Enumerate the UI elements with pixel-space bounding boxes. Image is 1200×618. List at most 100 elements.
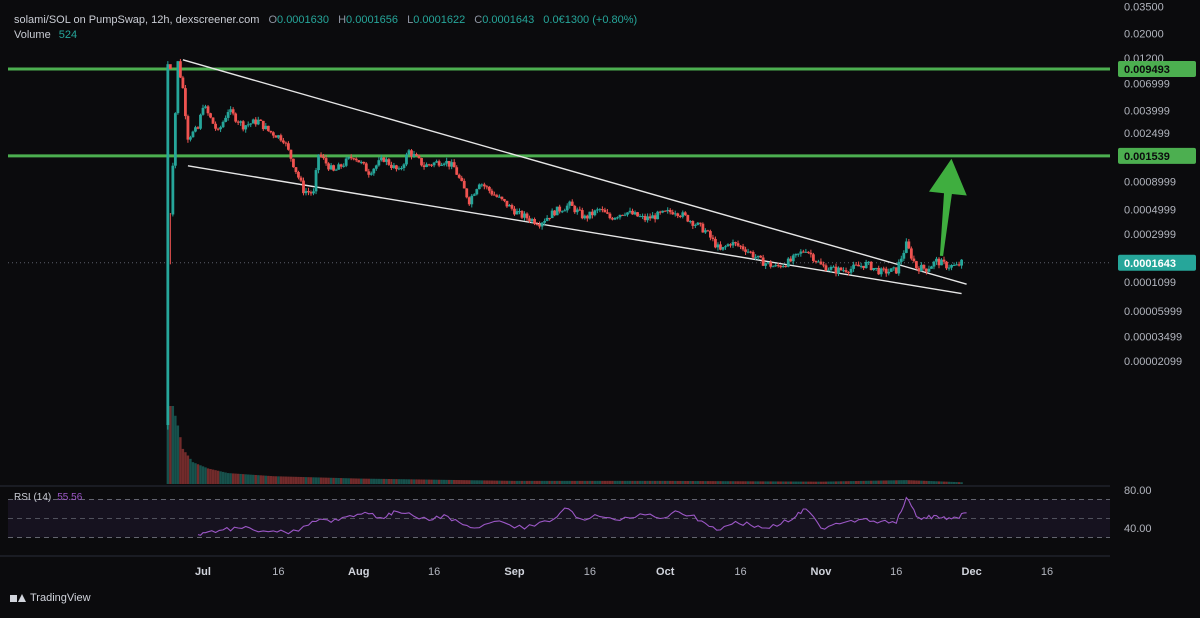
volume-bar	[706, 481, 710, 484]
volume-bar	[216, 470, 220, 484]
volume-bar	[269, 476, 273, 484]
volume-bar	[764, 481, 767, 484]
candle-body	[397, 168, 401, 170]
candle-body	[294, 167, 298, 173]
volume-bar	[179, 437, 182, 484]
volume-bar	[458, 480, 461, 484]
volume-bar	[219, 471, 222, 484]
candle-body	[462, 180, 466, 189]
candle-body	[741, 246, 745, 250]
candle-body	[457, 174, 461, 178]
volume-bar	[508, 480, 511, 484]
volume-bar	[174, 415, 177, 484]
volume-bar	[596, 480, 599, 484]
volume-bar	[792, 481, 795, 484]
volume-bar	[204, 467, 207, 484]
volume-bar	[181, 448, 185, 484]
volume-bar	[674, 480, 677, 484]
candle-body	[801, 251, 805, 253]
volume-bar	[490, 480, 494, 484]
candle-body	[914, 261, 918, 269]
candle-body	[194, 127, 197, 132]
candle-body	[686, 215, 690, 222]
volume-bar	[839, 481, 843, 484]
volume-bar	[611, 480, 614, 484]
candle-body	[299, 177, 303, 181]
volume-bar	[882, 480, 885, 484]
volume-bar	[832, 481, 835, 484]
candle-body	[395, 165, 398, 170]
candle-body	[302, 180, 305, 194]
candle-body	[806, 251, 810, 253]
volume-bar	[543, 480, 546, 484]
candle-body	[492, 194, 496, 196]
candle-body	[482, 184, 486, 187]
volume-bar	[960, 482, 963, 484]
candle-body	[857, 264, 861, 267]
candle-body	[774, 265, 778, 267]
candle-body	[540, 222, 544, 227]
volume-bar	[397, 479, 401, 484]
volume-bar	[789, 481, 792, 484]
candle-body	[166, 64, 170, 426]
volume-bar	[211, 469, 215, 484]
volume-bar	[430, 479, 433, 484]
volume-bar	[234, 473, 237, 484]
volume-bar	[342, 478, 345, 484]
volume-bar	[578, 480, 581, 484]
volume-bar	[415, 479, 418, 484]
candle-body	[447, 160, 451, 167]
level-price-tag-label: 0.001539	[1124, 151, 1170, 163]
candle-body	[656, 211, 660, 220]
candle-body	[508, 205, 511, 207]
volume-bar	[887, 480, 890, 484]
volume-bar	[586, 480, 589, 484]
volume-bar	[930, 481, 933, 484]
volume-bar	[297, 476, 300, 484]
volume-bar	[493, 480, 496, 484]
x-tick-label: 16	[734, 566, 746, 578]
volume-bar	[561, 480, 564, 484]
candle-body	[332, 165, 336, 171]
volume-bar	[671, 480, 674, 484]
volume-bar	[774, 481, 777, 484]
candle-body	[955, 264, 958, 266]
volume-bar	[902, 480, 906, 484]
volume-bar	[201, 466, 205, 484]
candle-body	[400, 168, 403, 170]
volume-bar	[849, 481, 853, 484]
candle-body	[440, 164, 444, 166]
volume-bar	[437, 479, 441, 484]
candle-body	[467, 197, 471, 205]
candle-body	[641, 215, 644, 217]
y-tick-label: 0.0004999	[1124, 205, 1176, 217]
volume-bar	[450, 479, 453, 484]
candle-body	[490, 190, 494, 195]
candle-body	[498, 196, 501, 198]
volume-bar	[319, 477, 323, 484]
low-value: 0.0001622	[413, 14, 466, 26]
volume-bar	[877, 480, 880, 484]
candle-body	[347, 157, 351, 159]
candle-body	[387, 159, 391, 165]
volume-bar	[651, 480, 654, 484]
volume-bar	[277, 476, 280, 484]
candle-body	[834, 266, 838, 274]
candle-body	[751, 251, 755, 258]
candle-body	[583, 215, 587, 219]
volume-bar	[272, 476, 275, 484]
volume-bar	[422, 479, 426, 484]
candle-body	[693, 224, 697, 226]
candle-body	[178, 61, 182, 78]
tradingview-brand[interactable]: TradingView	[10, 592, 91, 604]
volume-bar	[241, 474, 245, 484]
candle-body	[691, 221, 695, 226]
candle-body	[781, 265, 785, 268]
candle-body	[611, 218, 614, 220]
candle-body	[317, 154, 320, 171]
candle-body	[204, 106, 207, 108]
x-tick-label: Nov	[811, 566, 833, 578]
volume-bar	[716, 481, 720, 484]
